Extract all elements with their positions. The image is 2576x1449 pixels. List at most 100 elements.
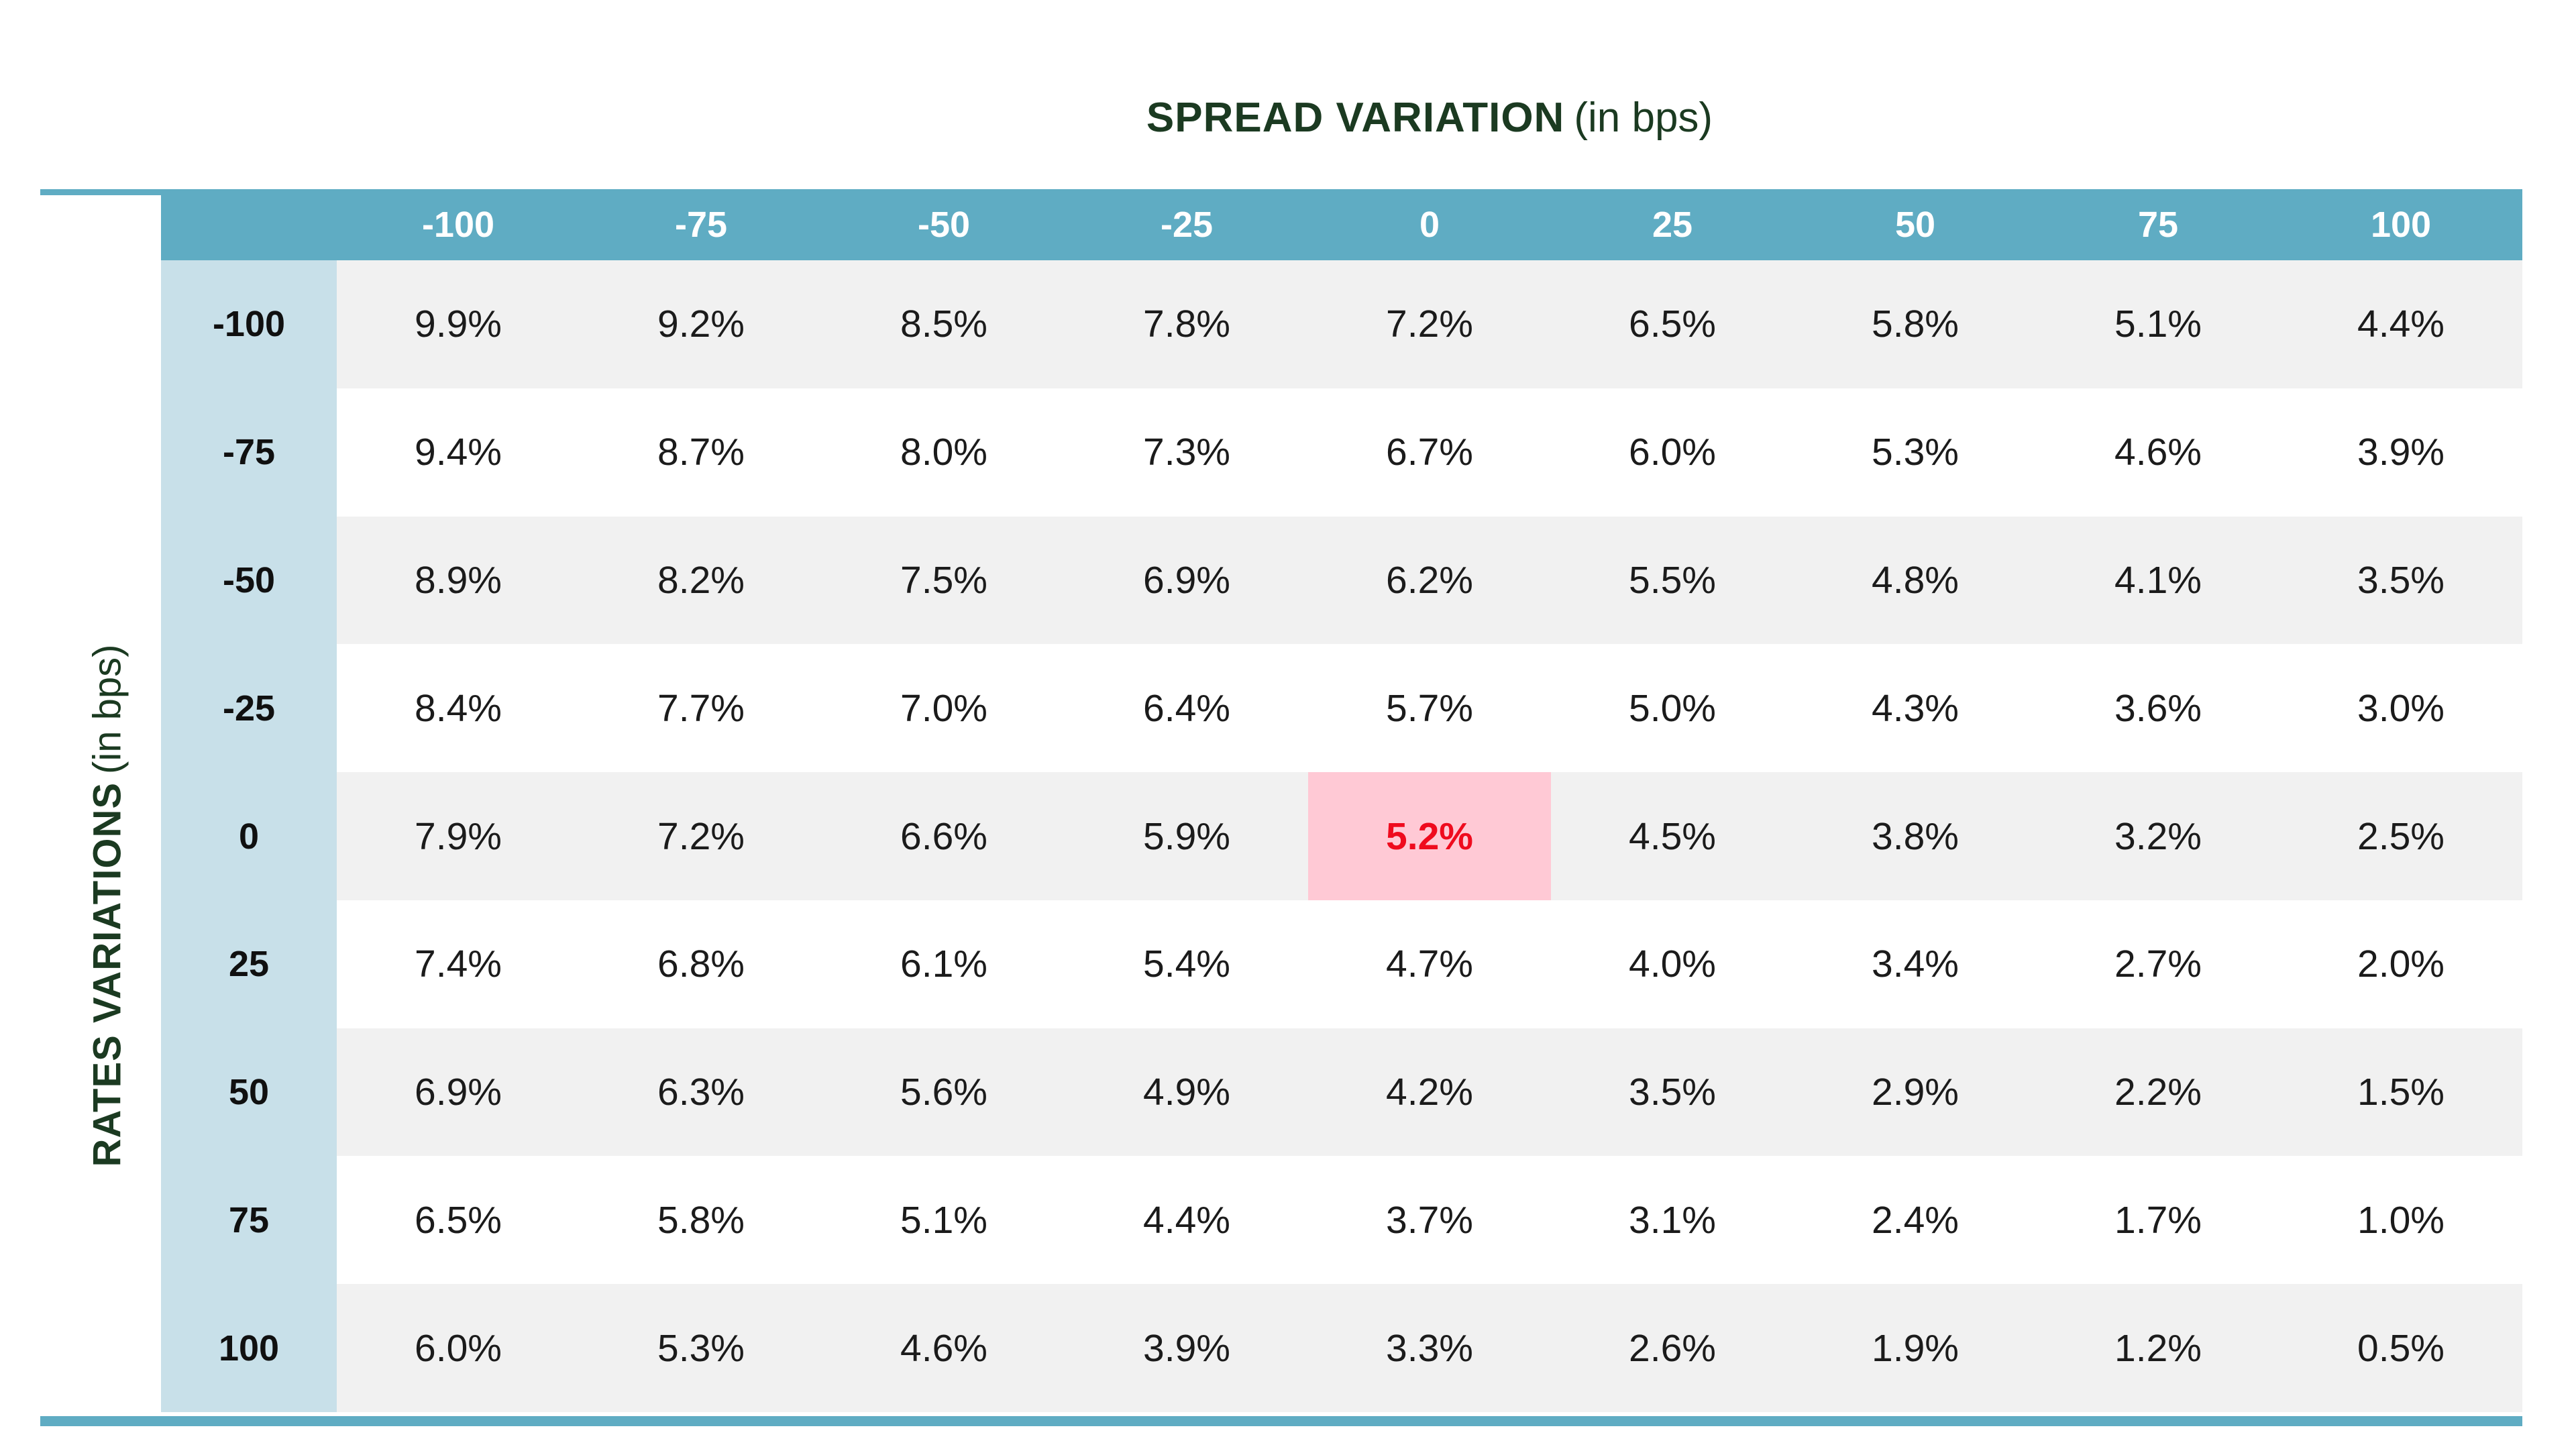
table-cell: 8.0% (900, 431, 987, 474)
table-row: 0 7.9% 7.2% 6.6% 5.9% 5.2% 4.5% 3.8% 3.2% 2.5% (161, 772, 2522, 900)
table-row: -75 9.4% 8.7% 8.0% 7.3% 6.7% 6.0% 5.3% 4.6% 3.9% (161, 388, 2522, 517)
table-cell: 8.7% (657, 431, 745, 474)
table-row: 100 6.0% 5.3% 4.6% 3.9% 3.3% 2.6% 1.9% 1.2% 0.5% (161, 1284, 2522, 1413)
row-label: -25 (161, 644, 337, 773)
table-cell: 5.9% (1143, 814, 1230, 858)
column-header: 100 (2370, 205, 2432, 245)
column-header: 50 (1894, 205, 1936, 245)
table-cell: 5.6% (900, 1071, 987, 1114)
table-cell: 3.0% (2357, 686, 2445, 730)
table-cell: 5.1% (2114, 303, 2202, 346)
table-cell: 6.6% (900, 814, 987, 858)
column-axis-title-main: SPREAD VARIATION (1146, 95, 1565, 141)
table-row: 75 6.5% 5.8% 5.1% 4.4% 3.7% 3.1% 2.4% 1.7% 1.0% (161, 1156, 2522, 1285)
table-cell: 3.5% (1629, 1071, 1716, 1114)
table-cell: 4.2% (1386, 1071, 1473, 1114)
row-label: -75 (161, 388, 337, 517)
table-cell: 6.9% (1143, 558, 1230, 602)
table-cell: 9.2% (657, 303, 745, 346)
table-cell: 9.4% (415, 431, 502, 474)
table-cell: 6.8% (657, 943, 745, 986)
table-row: 25 7.4% 6.8% 6.1% 5.4% 4.7% 4.0% 3.4% 2.7% 2.0% (161, 900, 2522, 1028)
table-cell: 6.1% (900, 943, 987, 986)
table-cell: 3.4% (1872, 943, 1959, 986)
row-label: -50 (161, 516, 337, 645)
table-corner-cell (161, 189, 337, 260)
column-headers: -100 -75 -50 -25 0 25 50 75 100 (337, 189, 2522, 260)
table-cell: 3.2% (2114, 814, 2202, 858)
table-cell: 3.9% (2357, 431, 2445, 474)
column-header: 0 (1419, 205, 1440, 245)
table-cell: 4.4% (1143, 1198, 1230, 1242)
row-axis-title-unit: (in bps) (85, 644, 129, 774)
table-cell: 5.8% (657, 1198, 745, 1242)
table-top-border-line (40, 189, 161, 195)
table-cell: 7.0% (900, 686, 987, 730)
table-cell: 5.8% (1872, 303, 1959, 346)
table-cell: 9.9% (415, 303, 502, 346)
table-cell: 7.7% (657, 686, 745, 730)
table-cell: 2.9% (1872, 1071, 1959, 1114)
table-cell: 1.5% (2357, 1071, 2445, 1114)
table-cell: 6.2% (1386, 558, 1473, 602)
column-axis-title: SPREAD VARIATION (in bps) (337, 94, 2522, 142)
row-label: 75 (161, 1156, 337, 1285)
table-cell: 3.6% (2114, 686, 2202, 730)
table-cell: 0.5% (2357, 1326, 2445, 1370)
table-cell: 4.3% (1872, 686, 1959, 730)
table-cell: 2.6% (1629, 1326, 1716, 1370)
table-cell: 4.8% (1872, 558, 1959, 602)
row-axis-title: RATES VARIATIONS (in bps) (85, 645, 130, 1167)
table-cell: 3.3% (1386, 1326, 1473, 1370)
table-cell: 5.3% (657, 1326, 745, 1370)
column-header-row: -100 -75 -50 -25 0 25 50 75 100 (161, 189, 2522, 260)
table-cell: 4.9% (1143, 1071, 1230, 1114)
column-header: -50 (917, 205, 971, 245)
table-cell: 3.1% (1629, 1198, 1716, 1242)
table-cell: 4.6% (2114, 431, 2202, 474)
table-cell: 6.3% (657, 1071, 745, 1114)
table-cell: 6.0% (415, 1326, 502, 1370)
table-cell: 7.5% (900, 558, 987, 602)
table-cell: 2.2% (2114, 1071, 2202, 1114)
table-cell: 1.0% (2357, 1198, 2445, 1242)
table-cell: 3.5% (2357, 558, 2445, 602)
table-row: -50 8.9% 8.2% 7.5% 6.9% 6.2% 5.5% 4.8% 4.1% 3.5% (161, 516, 2522, 645)
table-cell: 7.2% (1386, 303, 1473, 346)
table-row: 50 6.9% 6.3% 5.6% 4.9% 4.2% 3.5% 2.9% 2.2% 1.5% (161, 1028, 2522, 1157)
table-cell: 6.0% (1629, 431, 1716, 474)
table-cell: 2.7% (2114, 943, 2202, 986)
table-cell: 3.8% (1872, 814, 1959, 858)
table-cell: 4.5% (1629, 814, 1716, 858)
table-cell: 1.7% (2114, 1198, 2202, 1242)
table-cell: 3.7% (1386, 1198, 1473, 1242)
table-cell: 2.4% (1872, 1198, 1959, 1242)
table-row: -25 8.4% 7.7% 7.0% 6.4% 5.7% 5.0% 4.3% 3.6% 3.0% (161, 644, 2522, 773)
table-cell: 6.4% (1143, 686, 1230, 730)
table-cell: 8.9% (415, 558, 502, 602)
row-label: 50 (161, 1028, 337, 1157)
table-cell: 2.5% (2357, 814, 2445, 858)
table-cell: 1.2% (2114, 1326, 2202, 1370)
table-cell: 4.0% (1629, 943, 1716, 986)
table-cell: 3.9% (1143, 1326, 1230, 1370)
table-cell: 6.5% (415, 1198, 502, 1242)
table-cell: 6.5% (1629, 303, 1716, 346)
table-cell: 8.5% (900, 303, 987, 346)
table-cell: 5.4% (1143, 943, 1230, 986)
table-cell: 5.3% (1872, 431, 1959, 474)
column-header: 75 (2137, 205, 2179, 245)
table-cell: 5.1% (900, 1198, 987, 1242)
table-cell: 5.7% (1386, 686, 1473, 730)
row-label: 100 (161, 1284, 337, 1413)
table-cell: 7.9% (415, 814, 502, 858)
column-header: -100 (421, 205, 495, 245)
column-header: 25 (1652, 205, 1693, 245)
table-cell: 8.2% (657, 558, 745, 602)
table-cell: 8.4% (415, 686, 502, 730)
table-body: -100 9.9% 9.2% 8.5% 7.8% 7.2% 6.5% 5.8% 5.1% 4.4%… (161, 260, 2522, 1413)
column-header: -75 (674, 205, 728, 245)
table-cell: 7.4% (415, 943, 502, 986)
table-bottom-border-line (40, 1416, 2522, 1426)
table-row: -100 9.9% 9.2% 8.5% 7.8% 7.2% 6.5% 5.8% 5.1% 4.4% (161, 260, 2522, 388)
